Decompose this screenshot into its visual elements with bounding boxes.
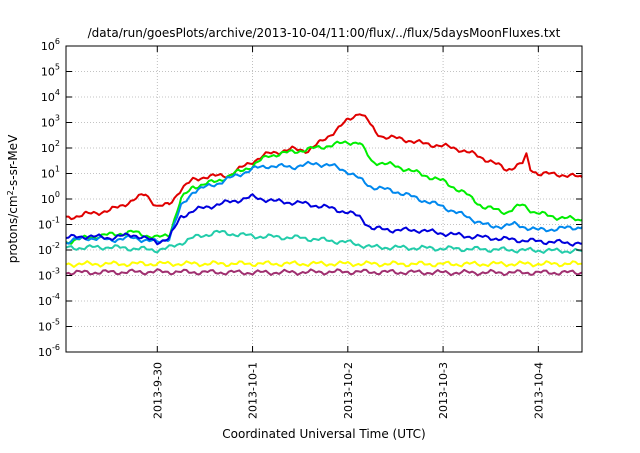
y-tick-label: 105 [41, 63, 60, 79]
y-tick-label: 10-1 [38, 216, 60, 232]
y-tick-exponent: 0 [55, 190, 60, 199]
y-tick-label: 102 [41, 139, 60, 155]
y-tick-label: 104 [41, 88, 60, 104]
x-tick-label: 2013-9-30 [151, 362, 164, 419]
y-tick-exponent: 4 [55, 88, 60, 97]
y-tick-base: 10 [38, 244, 52, 257]
y-tick-base: 10 [41, 193, 55, 206]
y-tick-label: 10-5 [38, 318, 60, 334]
y-tick-base: 10 [41, 117, 55, 130]
y-tick-exponent: 5 [55, 63, 60, 72]
x-tick-label: 2013-10-1 [247, 362, 260, 419]
y-tick-exponent: -3 [52, 267, 60, 276]
y-tick-base: 10 [38, 346, 52, 359]
x-tick-label: 2013-10-2 [342, 362, 355, 419]
y-tick-label: 101 [41, 165, 60, 181]
y-tick-label: 10-4 [38, 292, 60, 308]
y-axis-label-part: -s-sr-MeV [6, 134, 20, 190]
series-line [65, 260, 582, 268]
y-tick-exponent: 1 [55, 165, 60, 174]
y-tick-exponent: -1 [52, 216, 60, 225]
y-tick-base: 10 [41, 40, 55, 53]
y-tick-exponent: 6 [55, 37, 60, 46]
y-tick-base: 10 [38, 270, 52, 283]
y-tick-exponent: 2 [55, 139, 60, 148]
axes: 10-610-510-410-310-210-11001011021031041… [38, 37, 582, 419]
x-tick-label: 2013-10-4 [532, 362, 545, 419]
y-tick-label: 103 [41, 114, 60, 130]
y-tick-label: 100 [41, 190, 60, 206]
y-axis-label-part: protons/cm [6, 195, 20, 263]
y-tick-label: 10-6 [38, 343, 60, 359]
y-tick-label: 10-2 [38, 241, 60, 257]
series-lines [65, 113, 583, 277]
y-tick-base: 10 [38, 219, 52, 232]
y-axis-label: protons/cm2-s-sr-MeV [6, 134, 20, 263]
series-line [65, 160, 583, 245]
y-tick-exponent: -6 [52, 343, 60, 352]
y-tick-label: 10-3 [38, 267, 60, 283]
y-axis-label-superscript: 2 [6, 190, 15, 195]
y-tick-base: 10 [41, 91, 55, 104]
x-tick-label: 2013-10-3 [437, 362, 450, 419]
y-tick-exponent: 3 [55, 114, 60, 123]
series-line [65, 229, 583, 254]
series-line [65, 140, 583, 245]
y-tick-base: 10 [41, 168, 55, 181]
y-tick-base: 10 [41, 66, 55, 79]
y-tick-exponent: -4 [52, 292, 60, 301]
y-tick-base: 10 [41, 142, 55, 155]
series-line [66, 113, 583, 221]
y-tick-exponent: -5 [52, 318, 60, 327]
x-axis-label: Coordinated Universal Time (UTC) [222, 427, 425, 441]
grid-lines [66, 46, 582, 352]
y-tick-label: 106 [41, 37, 60, 53]
y-tick-base: 10 [38, 295, 52, 308]
y-tick-exponent: -2 [52, 241, 60, 250]
chart-title: /data/run/goesPlots/archive/2013-10-04/1… [88, 26, 561, 40]
series-line [65, 268, 583, 277]
series-line [65, 193, 583, 247]
y-tick-base: 10 [38, 321, 52, 334]
